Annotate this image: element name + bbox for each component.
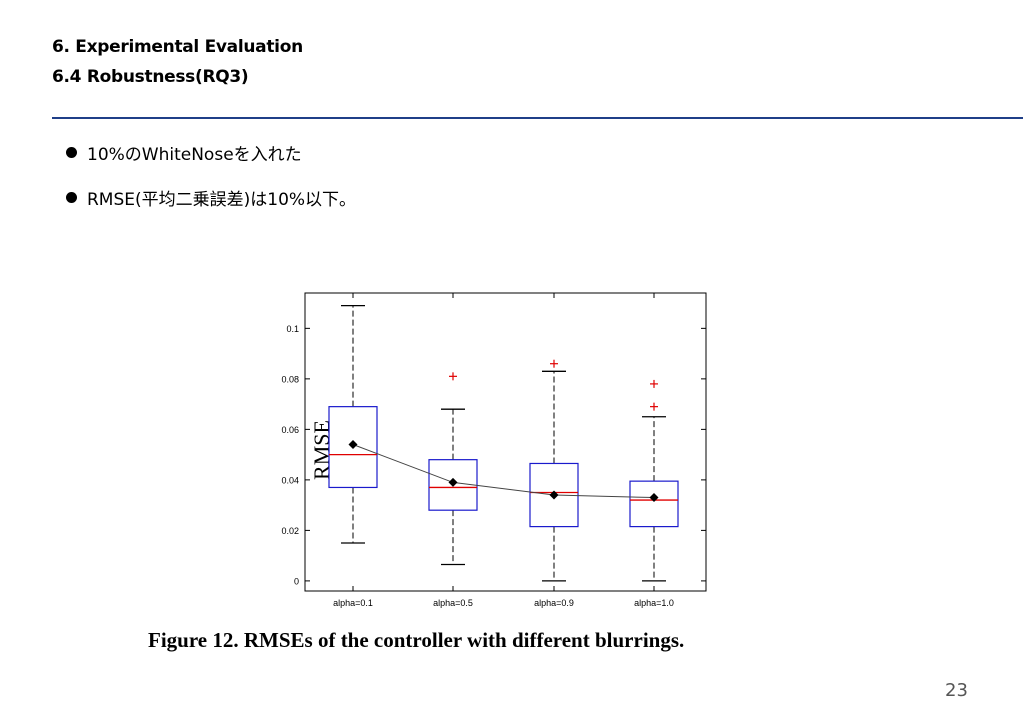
y-tick-label: 0.02: [281, 526, 299, 536]
y-tick-label: 0: [294, 576, 299, 586]
box-group: [328, 304, 378, 544]
x-tick-label: alpha=0.1: [333, 598, 373, 608]
outlier-marker: [650, 379, 658, 388]
x-tick-label: alpha=0.9: [534, 598, 574, 608]
box-group: [629, 379, 679, 582]
plot-frame: [304, 292, 707, 592]
mean-marker: [348, 440, 358, 450]
mean-trend-line: [352, 444, 655, 499]
box-group: [529, 359, 579, 582]
slide-title-subsection: 6.4 Robustness(RQ3): [52, 67, 249, 87]
bullet-text: 10%のWhiteNoseを入れた: [87, 145, 302, 165]
bullet-dot-icon: [66, 192, 77, 203]
figure-caption: Figure 12. RMSEs of the controller with …: [148, 628, 685, 652]
mean-marker: [448, 477, 458, 487]
y-tick-label: 0.06: [281, 425, 299, 435]
outlier-marker: [449, 372, 457, 381]
y-tick-label: 0.1: [286, 324, 299, 334]
mean-marker: [649, 493, 659, 503]
box-group: [428, 372, 478, 566]
bullet-text: RMSE(平均二乗誤差)は10%以下。: [87, 190, 357, 210]
iqr-box: [629, 480, 679, 528]
mean-marker: [549, 490, 559, 500]
x-tick-label: alpha=0.5: [433, 598, 473, 608]
title-divider: [52, 117, 1023, 119]
y-tick-label: 0.04: [281, 475, 299, 485]
bullet-dot-icon: [66, 147, 77, 158]
bullet-item: RMSE(平均二乗誤差)は10%以下。: [66, 185, 356, 210]
y-tick-label: 0.08: [281, 374, 299, 384]
outlier-marker: [650, 402, 658, 411]
page-number: 23: [945, 680, 968, 701]
x-tick-label: alpha=1.0: [634, 598, 674, 608]
slide-title-section: 6. Experimental Evaluation: [52, 37, 303, 57]
bullet-item: 10%のWhiteNoseを入れた: [66, 140, 302, 165]
outlier-marker: [550, 359, 558, 368]
